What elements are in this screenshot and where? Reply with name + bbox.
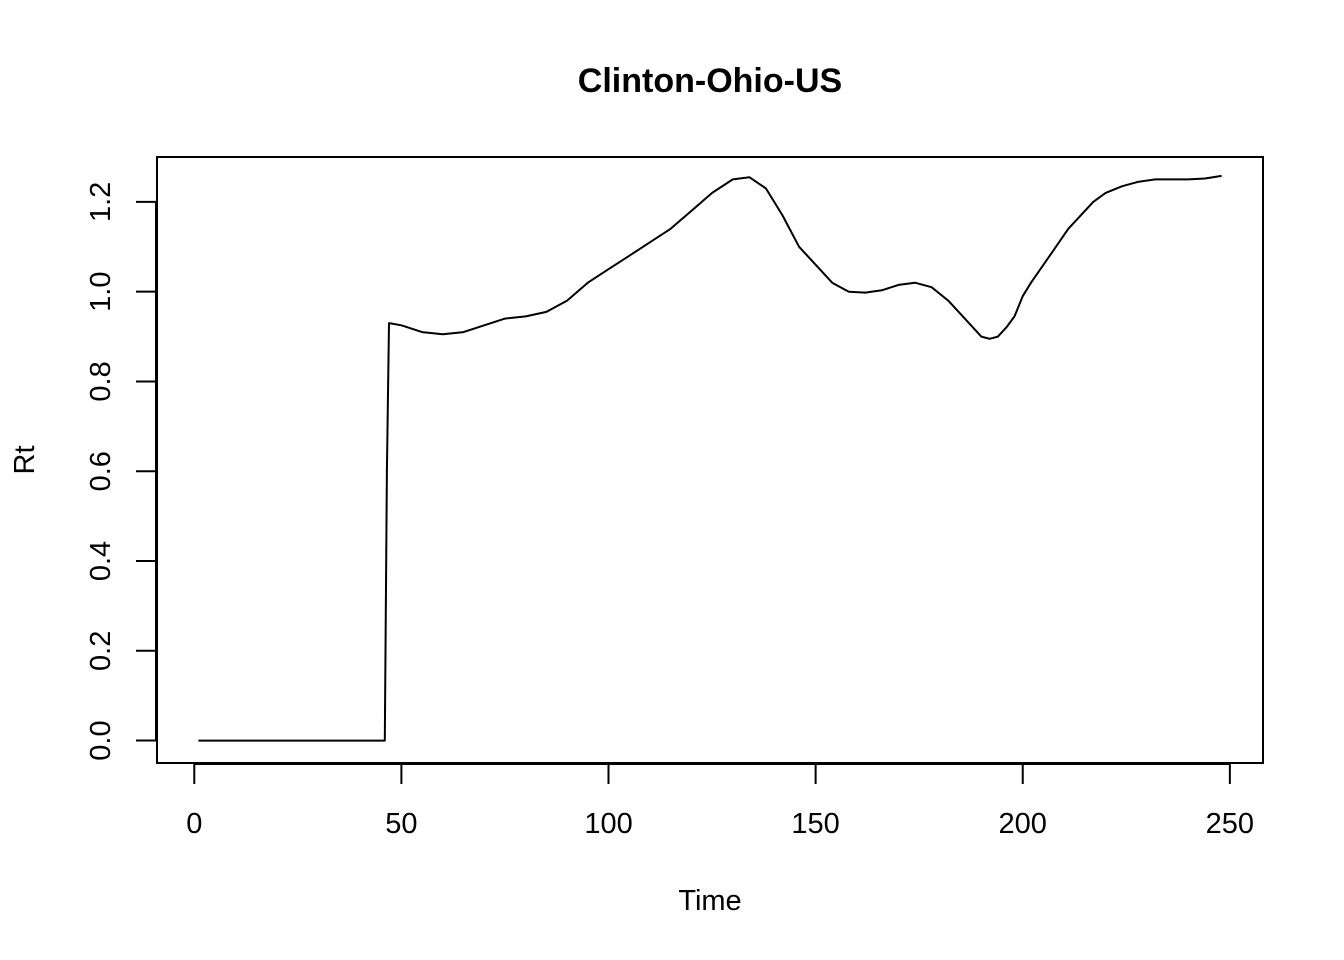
y-tick-label: 0.6 bbox=[85, 451, 117, 491]
y-axis: 0.0 0.2 0.4 0.6 0.8 1.0 1.2 bbox=[85, 182, 157, 761]
x-tick-label: 0 bbox=[186, 808, 202, 840]
y-axis-label: Rt bbox=[9, 446, 41, 475]
y-tick-label: 0.0 bbox=[85, 720, 117, 760]
series-line bbox=[198, 174, 1222, 742]
x-tick-label: 50 bbox=[385, 808, 417, 840]
chart-title: Clinton-Ohio-US bbox=[578, 62, 842, 100]
x-tick-label: 100 bbox=[584, 808, 632, 840]
x-tick-label: 200 bbox=[999, 808, 1047, 840]
y-tick-label: 1.0 bbox=[85, 272, 117, 312]
series-layer bbox=[198, 174, 1222, 742]
y-tick-label: 0.8 bbox=[85, 361, 117, 401]
plot-frame bbox=[156, 156, 1264, 764]
y-tick-label: 0.2 bbox=[85, 631, 117, 671]
x-tick-label: 150 bbox=[791, 808, 839, 840]
y-tick-label: 0.4 bbox=[85, 541, 117, 581]
x-axis-label: Time bbox=[678, 885, 741, 917]
x-tick-label: 250 bbox=[1206, 808, 1254, 840]
y-tick-label: 1.2 bbox=[85, 182, 117, 222]
x-axis: 0 50 100 150 200 250 bbox=[186, 763, 1254, 840]
